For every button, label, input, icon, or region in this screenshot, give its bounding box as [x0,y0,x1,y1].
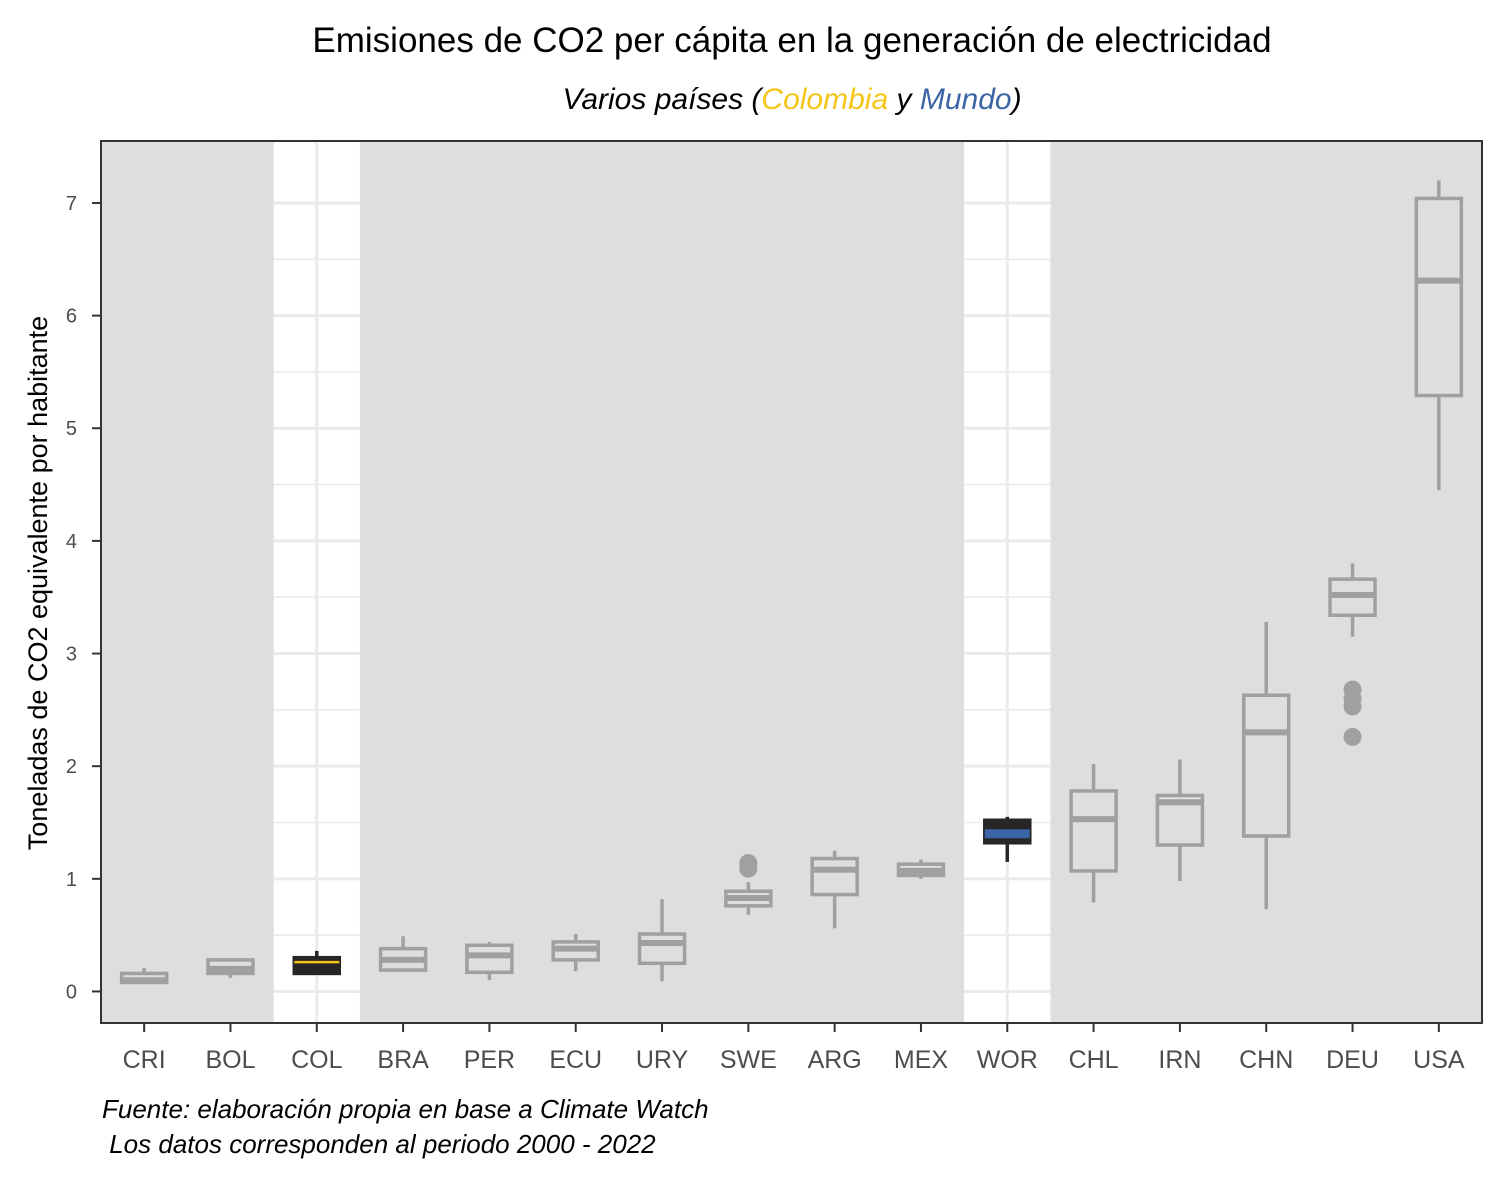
plot-panel [100,140,1483,1024]
box-iqr [1069,789,1118,873]
box-iqr [1241,693,1291,838]
y-tick-label: 6 [66,306,77,328]
box-iqr [1414,196,1464,398]
chart-subtitle: Varios países (Colombia y Mundo) [562,83,1021,116]
subtitle-colombia: Colombia [761,83,888,116]
box-bol [206,958,255,978]
x-tick-label-bra: BRA [377,1046,429,1074]
y-tick-label: 0 [66,981,77,1003]
box-usa [1414,180,1464,491]
subtitle-middle: y [888,83,920,116]
subtitle-prefix: Varios países ( [562,83,764,116]
x-tick-label-usa: USA [1413,1046,1465,1074]
boxplots [119,180,1464,985]
box-iqr [810,856,859,897]
box-bra [378,936,428,972]
y-axis: 0 1 2 3 4 5 6 7 [66,193,101,1003]
grid-lines [273,141,1051,1023]
y-axis-label: Toneladas de CO2 equivalente por habitan… [23,316,53,850]
box-iqr [292,955,342,976]
box-arg [810,850,859,929]
subtitle-suffix: ) [1009,83,1022,116]
box-ecu [551,934,600,972]
x-tick-label-cri: CRI [123,1046,166,1074]
box-iqr [637,932,687,966]
outlier-point [1343,680,1362,699]
x-tick-label-per: PER [464,1046,515,1074]
x-tick-label-deu: DEU [1326,1046,1379,1074]
x-tick-label-chn: CHN [1239,1046,1293,1074]
x-tick-label-mex: MEX [894,1046,949,1074]
x-tick-label-ury: URY [636,1046,689,1074]
x-tick-label-col: COL [291,1046,343,1074]
panel-border [100,140,1483,1024]
y-tick-label: 4 [66,531,77,553]
caption-line-1: Fuente: elaboración propia en base a Cli… [102,1094,709,1124]
outlier-point [739,854,758,873]
y-tick-label: 2 [66,756,77,778]
y-tick-label: 1 [66,869,77,891]
box-iqr [465,943,514,975]
x-tick-label-swe: SWE [720,1046,777,1074]
x-tick-label-irn: IRN [1158,1046,1201,1074]
x-tick-label-bol: BOL [205,1046,255,1074]
chart-title: Emisiones de CO2 per cápita en la genera… [312,21,1271,60]
box-chn [1241,621,1291,910]
box-irn [1155,759,1205,882]
box-per [465,941,514,981]
box-col [292,950,342,976]
x-tick-label-chl: CHL [1069,1046,1119,1074]
caption-line-2: Los datos corresponden al periodo 2000 -… [102,1129,656,1159]
box-wor [983,816,1032,862]
x-tick-label-wor: WOR [977,1046,1038,1074]
outlier-point [1343,727,1362,746]
box-chl [1069,763,1118,903]
box-ury [637,899,687,982]
y-tick-label: 5 [66,418,77,440]
box-mex [896,859,946,879]
y-tick-label: 3 [66,644,77,666]
y-tick-label: 7 [66,193,77,215]
box-iqr [1155,793,1205,847]
box-cri [119,967,169,985]
x-tick-label-ecu: ECU [549,1046,602,1074]
box-deu [1328,563,1377,746]
x-tick-label-arg: ARG [808,1046,862,1074]
box-swe [724,854,773,915]
subtitle-mundo: Mundo [920,83,1012,116]
x-axis: CRI BOL COL BRA PER ECU URY SWE ARG MEX WOR CHL IRN C… [123,1023,1465,1074]
